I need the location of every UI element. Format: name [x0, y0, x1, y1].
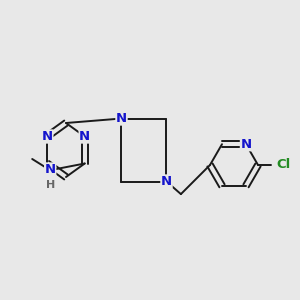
Text: N: N [79, 130, 90, 143]
Text: H: H [46, 179, 55, 190]
Text: N: N [240, 138, 252, 151]
Text: N: N [45, 163, 56, 176]
Text: N: N [42, 130, 53, 143]
Text: N: N [161, 175, 172, 188]
Text: N: N [116, 112, 127, 125]
Text: Cl: Cl [276, 158, 290, 172]
